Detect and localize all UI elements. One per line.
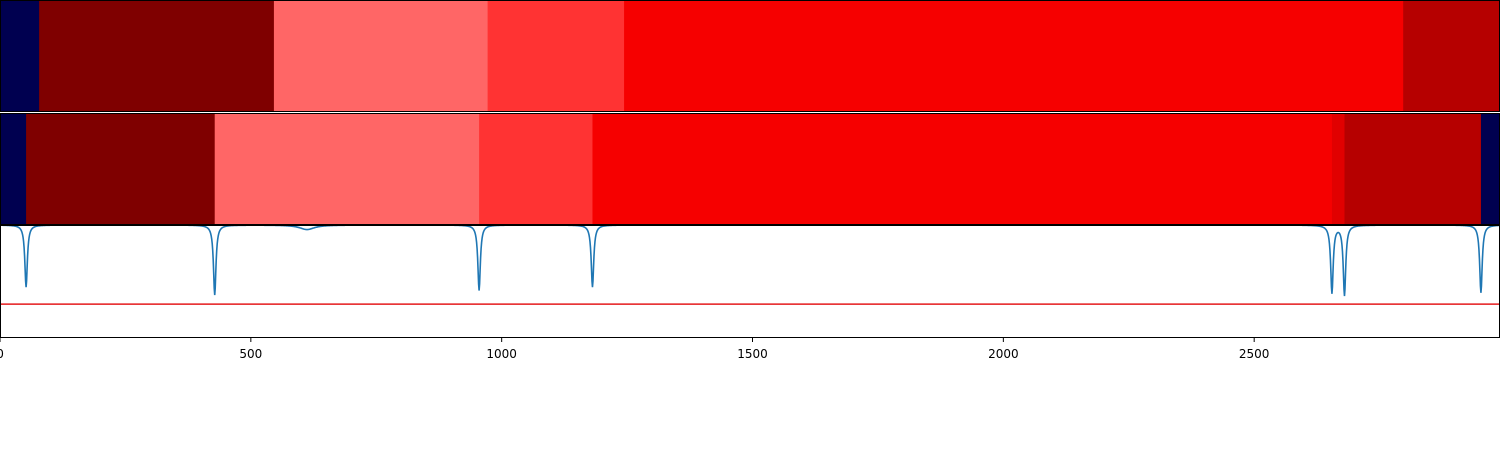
heatmap-cell-r2-6 xyxy=(1331,113,1345,225)
x-tick-label-2500: 2500 xyxy=(1239,347,1270,361)
x-axis: 0 500 1000 1500 2000 2500 xyxy=(0,338,1269,361)
heatmap-cell-r2-2 xyxy=(26,113,216,225)
heatmap-cell-r1-1 xyxy=(0,0,40,112)
line-panel xyxy=(0,224,1500,305)
heatmap-row-1 xyxy=(0,0,1500,112)
x-tick-label-0: 0 xyxy=(0,347,4,361)
heatmap-cell-r2-8 xyxy=(1480,113,1500,225)
heatmap-cell-r1-4 xyxy=(487,0,625,112)
x-tick-label-2000: 2000 xyxy=(988,347,1019,361)
signal-line-1 xyxy=(0,224,1500,297)
heatmap-cell-r2-7 xyxy=(1344,113,1482,225)
heatmap-cell-r1-6 xyxy=(1403,0,1500,112)
x-tick-label-500: 500 xyxy=(239,347,262,361)
x-tick-label-1000: 1000 xyxy=(486,347,517,361)
heatmap-cell-r1-2 xyxy=(39,0,275,112)
heatmap-cell-r2-5 xyxy=(592,113,1333,225)
x-tick-label-1500: 1500 xyxy=(737,347,768,361)
heatmap-row-2 xyxy=(0,113,1500,225)
heatmap-cell-r2-1 xyxy=(0,113,27,225)
heatmap-cell-r1-3 xyxy=(273,0,489,112)
panel-frame-3 xyxy=(0,225,1500,338)
heatmap-cell-r2-3 xyxy=(214,113,480,225)
heatmap-cell-r1-5 xyxy=(624,0,1404,112)
heatmap-cell-r2-4 xyxy=(479,113,593,225)
